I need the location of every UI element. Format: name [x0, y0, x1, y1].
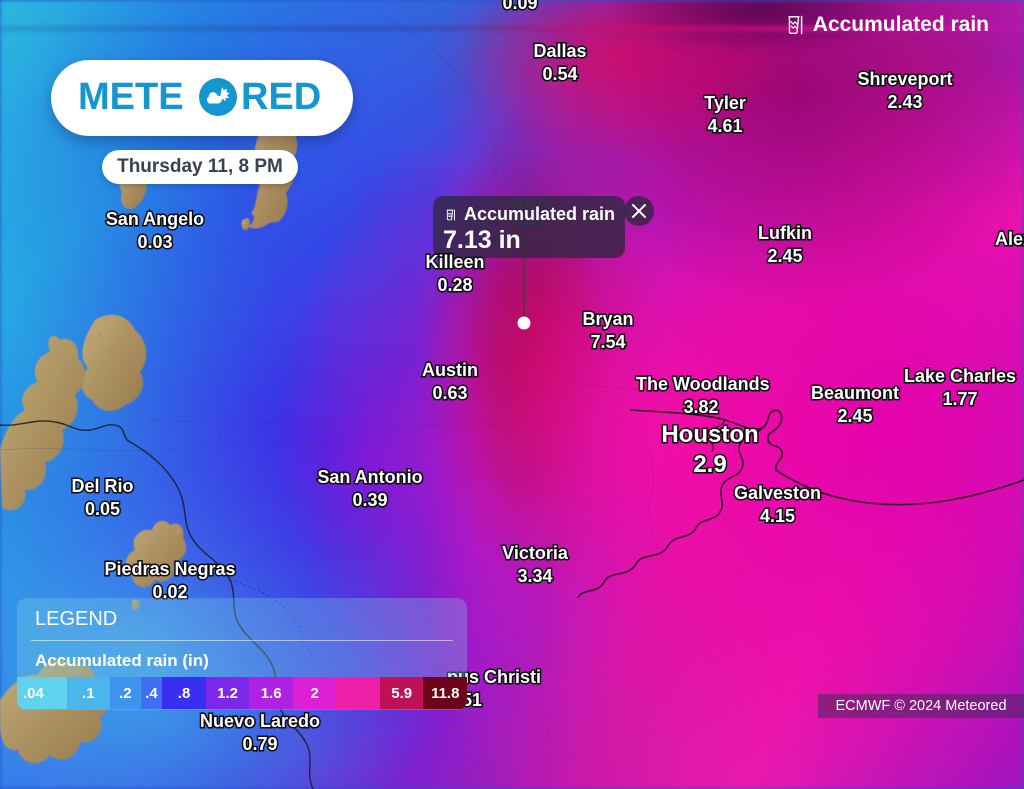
svg-text:METE: METE — [78, 76, 184, 118]
svg-text:RED: RED — [241, 76, 321, 118]
